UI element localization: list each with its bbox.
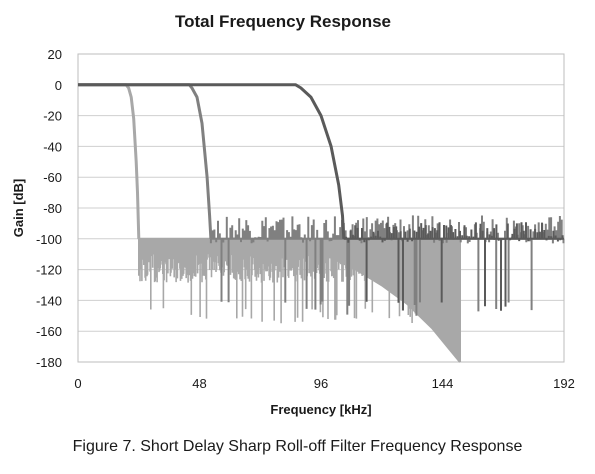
x-tick-label: 192: [553, 376, 575, 391]
y-tick-label: -120: [36, 263, 62, 278]
y-tick-label: -60: [43, 170, 62, 185]
gridlines: [78, 53, 564, 363]
plot-area-border: [77, 53, 565, 363]
y-tick-label: -160: [36, 324, 62, 339]
y-tick-label: -20: [43, 109, 62, 124]
x-axis-ticks: 0 48 96 144 192: [74, 376, 574, 391]
chart-title: Total Frequency Response: [175, 12, 391, 31]
y-tick-label: -180: [36, 355, 62, 370]
series-3-line: [78, 83, 346, 239]
y-axis-title: Gain [dB]: [11, 179, 26, 238]
y-tick-label: -100: [36, 232, 62, 247]
series-layer: [78, 83, 565, 363]
series-1-stopband: [137, 237, 462, 363]
x-tick-label: 96: [314, 376, 328, 391]
x-tick-label: 0: [74, 376, 81, 391]
figure-caption: Figure 7. Short Delay Sharp Roll-off Fil…: [72, 438, 523, 455]
series-1-ripple: [138, 238, 461, 362]
series-2-line: [78, 83, 213, 239]
y-tick-label: -40: [43, 139, 62, 154]
y-axis-ticks: 20 0 -20 -40 -60 -80 -100 -120 -140 -160 -180: [36, 47, 62, 370]
x-tick-label: 48: [192, 376, 206, 391]
x-axis-title: Frequency [kHz]: [270, 402, 371, 417]
y-tick-label: -80: [43, 201, 62, 216]
y-tick-label: -140: [36, 293, 62, 308]
y-tick-label: 20: [48, 47, 62, 62]
y-tick-label: 0: [55, 78, 62, 93]
x-tick-label: 144: [432, 376, 454, 391]
series-1-envelope: [137, 238, 462, 363]
series-1-line: [78, 83, 141, 239]
